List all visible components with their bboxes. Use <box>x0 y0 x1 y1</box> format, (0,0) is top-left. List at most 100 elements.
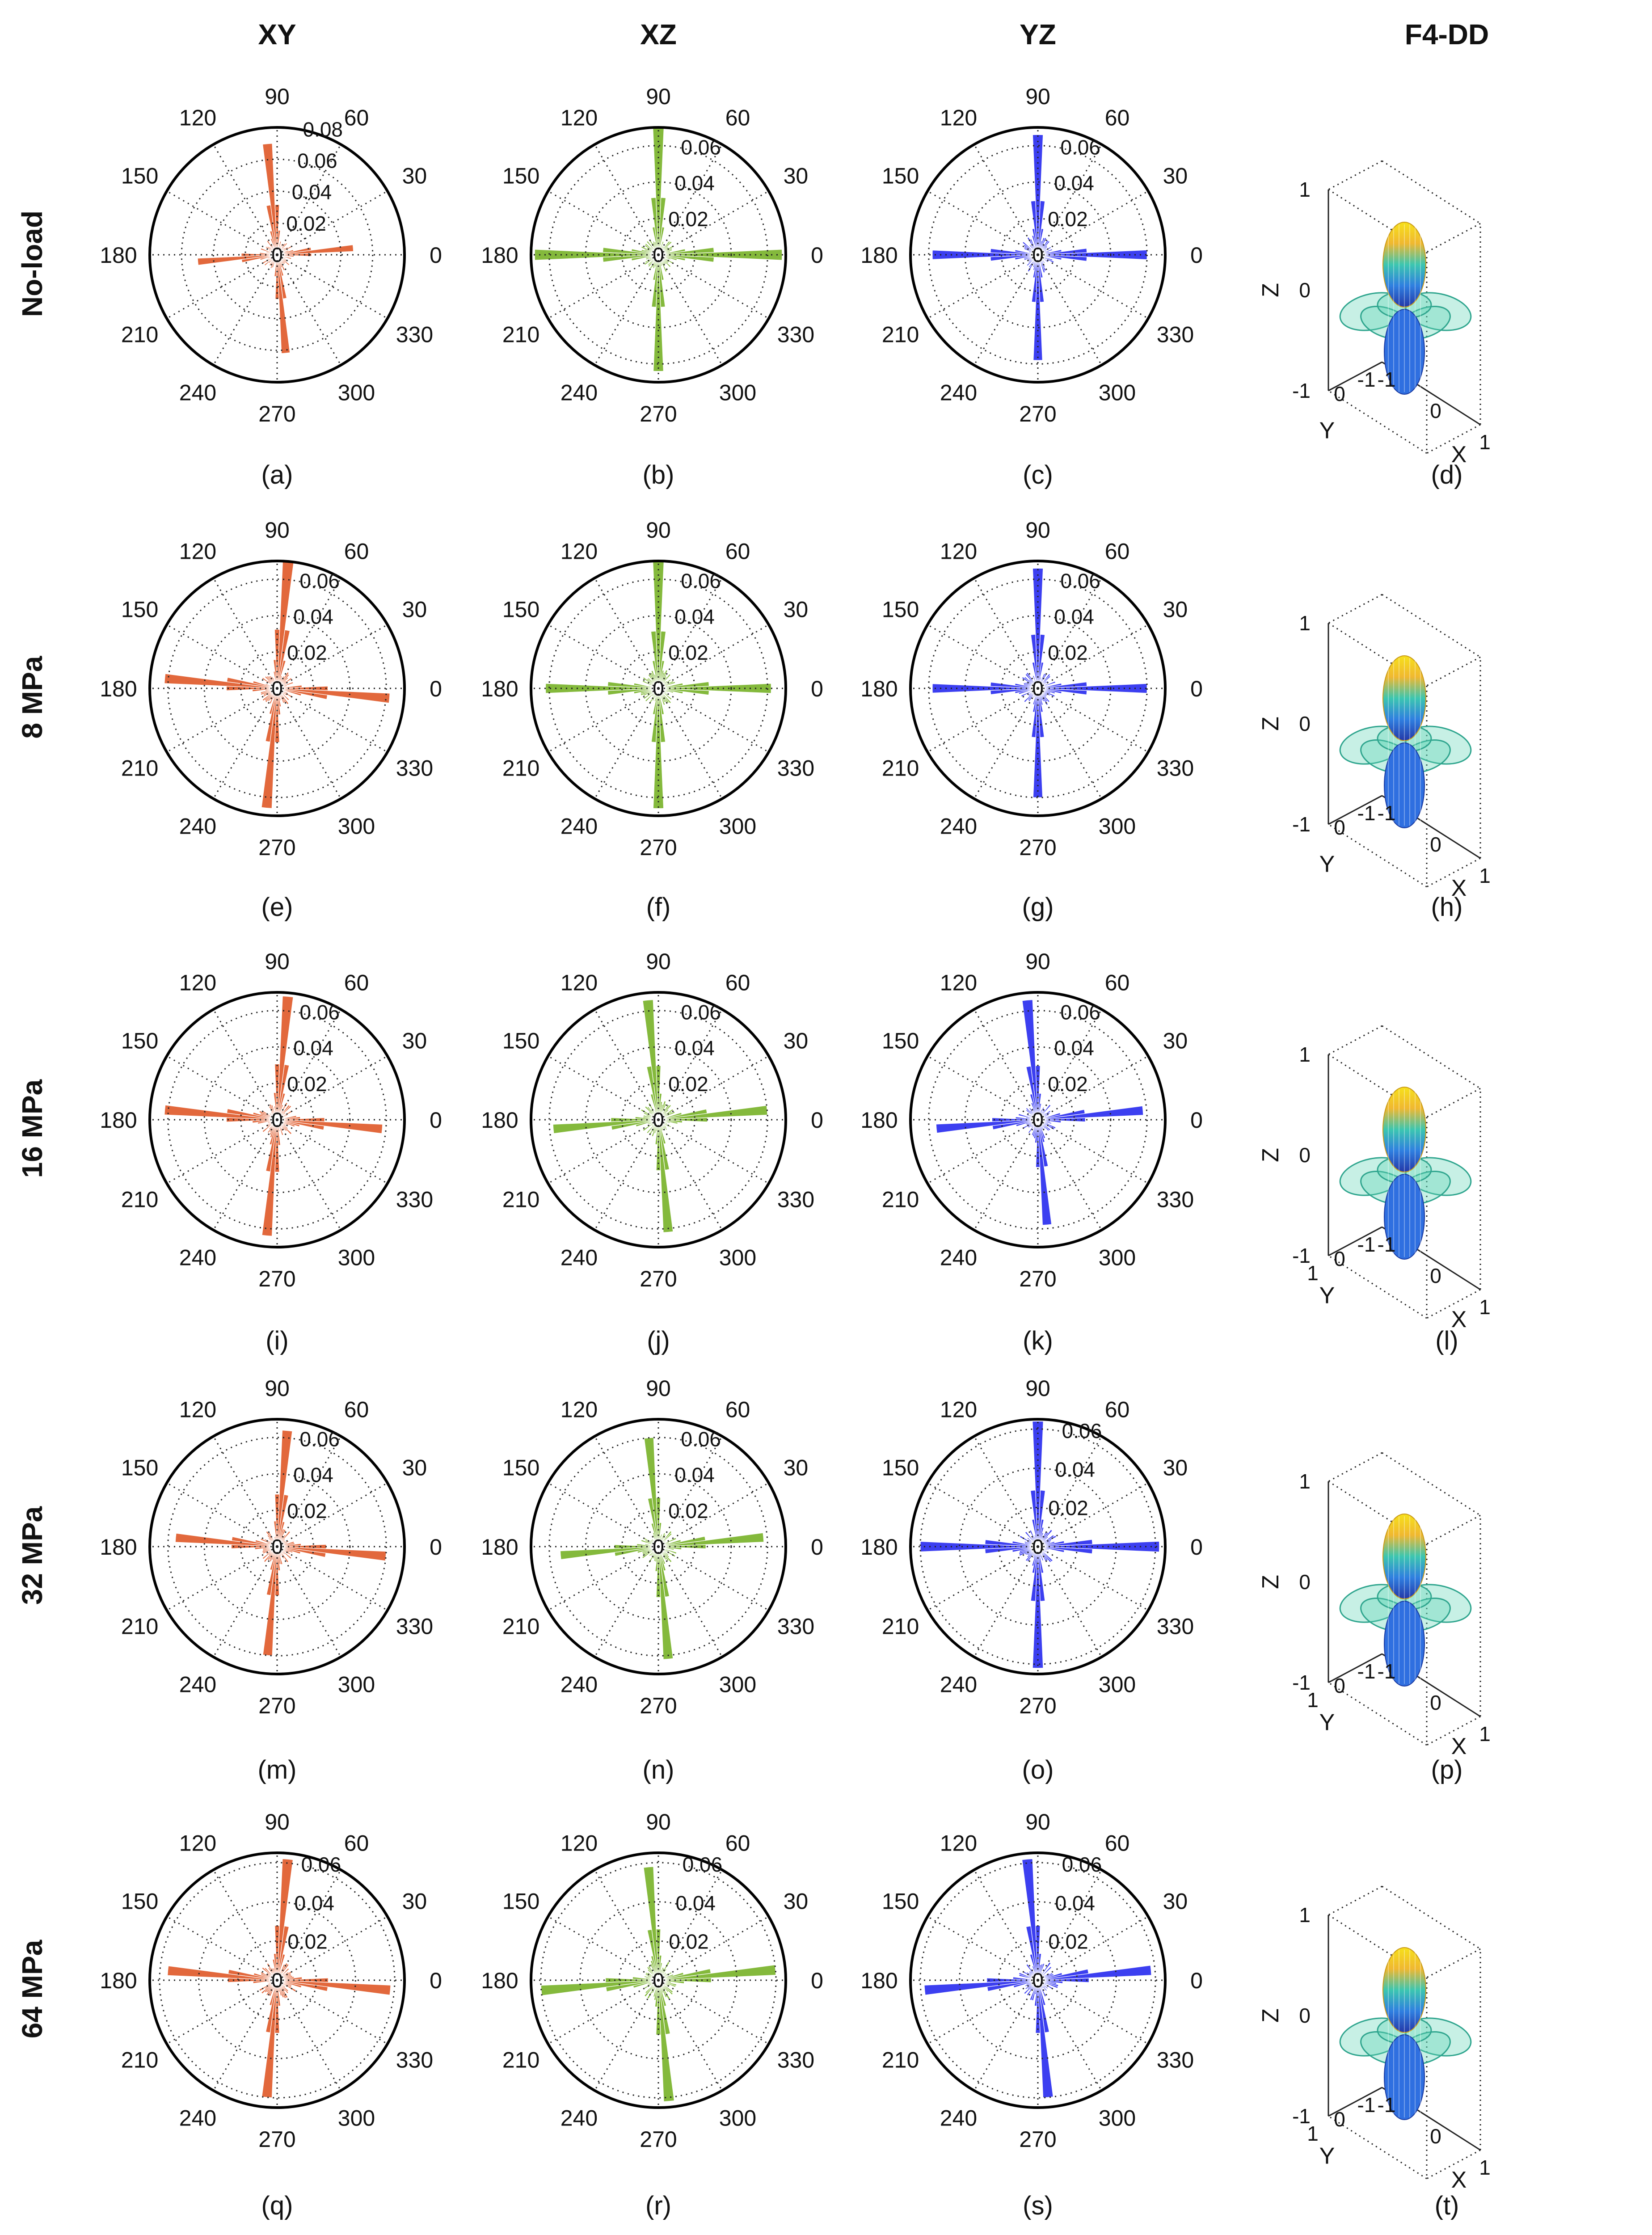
grid-spoke <box>1037 254 1102 366</box>
row-header-16mpa: 16 MPa <box>16 1079 48 1178</box>
histogram-bin <box>260 1538 278 1547</box>
angle-tick-label: 270 <box>640 1693 677 1718</box>
angle-tick-label: 330 <box>777 322 814 347</box>
angle-tick-label: 180 <box>481 1108 518 1133</box>
y-tick-label: -1 <box>1357 2093 1376 2117</box>
histogram-bin <box>1037 1119 1056 1129</box>
angle-tick-label: 60 <box>725 105 750 131</box>
angle-tick-label: 30 <box>402 1029 427 1054</box>
angle-tick-label: 210 <box>882 756 919 781</box>
grid-spoke <box>548 1916 659 1981</box>
grid-circle <box>240 651 314 725</box>
y-tick-label: 0 <box>1334 382 1345 405</box>
x-tick-label: 0 <box>1430 833 1441 856</box>
histogram-bin <box>652 254 659 269</box>
x-axis-label: X <box>1451 1307 1467 1333</box>
box-edge <box>1328 160 1382 190</box>
grid-circle <box>203 615 351 762</box>
histogram-bin <box>1037 237 1045 255</box>
radial-tick-label: 0.02 <box>669 1930 709 1953</box>
histogram-bin <box>651 1119 659 1137</box>
histogram-bin <box>653 254 664 372</box>
angle-tick-label: 90 <box>265 84 290 109</box>
grid-circle <box>585 181 732 329</box>
polar-svg: 0 30 60 90 120 150 180 210 240 270 300 330 0.02 0.04 0… <box>860 1809 1203 2152</box>
angle-tick-label: 120 <box>560 1831 598 1856</box>
histogram-bins <box>197 143 354 354</box>
grid-spoke <box>927 190 1038 256</box>
radial-tick-label: 0.04 <box>293 1463 333 1487</box>
outer-circle <box>909 126 1167 384</box>
grid-spoke <box>277 254 388 319</box>
histogram-bin <box>658 1119 683 1123</box>
radial-tick-label: 0.02 <box>286 212 326 235</box>
angle-tick-label: 30 <box>402 164 427 189</box>
grid-spoke <box>213 1009 278 1120</box>
angle-tick-label: 180 <box>860 676 898 701</box>
grid-circle <box>548 1437 768 1657</box>
polar-chart-n: 0 30 60 90 120 150 180 210 240 270 300 330 0.02 0.04 0… <box>457 1345 860 1748</box>
histogram-bins <box>552 999 768 1233</box>
angle-tick-label: 60 <box>725 1397 750 1422</box>
x-tick-label: 1 <box>1479 1295 1491 1319</box>
f4dd-surface <box>1339 1087 1472 1260</box>
histogram-bin <box>1037 1980 1059 1987</box>
histogram-bin <box>277 254 295 257</box>
panel-label: (o) <box>1022 1755 1054 1784</box>
grid-spoke <box>927 1546 1038 1611</box>
z-tick-label: 1 <box>1299 1043 1311 1066</box>
angle-tick-label: 240 <box>560 814 598 839</box>
radial-tick-label: 0.04 <box>293 605 333 628</box>
radial-tick-label: 0.04 <box>674 172 715 195</box>
histogram-bin <box>658 1980 677 1986</box>
angle-tick-label: 210 <box>121 756 158 781</box>
angle-tick-label: 30 <box>1163 1455 1188 1480</box>
angle-tick-label: 210 <box>121 2048 158 2073</box>
histogram-bin <box>261 1980 278 2098</box>
angle-tick-label: 120 <box>940 1397 977 1422</box>
angle-tick-label: 150 <box>121 1889 158 1914</box>
panel-label: (s) <box>1023 2191 1053 2220</box>
polar-chart-j: 0 30 60 90 120 150 180 210 240 270 300 330 0.02 0.04 0… <box>457 919 860 1321</box>
x-tick-label: 1 <box>1479 430 1491 454</box>
angle-tick-label: 270 <box>1019 2127 1056 2152</box>
panel-label: (g) <box>1022 893 1054 922</box>
angle-tick-label: 240 <box>940 814 977 839</box>
histogram-bin <box>932 250 1038 260</box>
angle-tick-label: 300 <box>1099 380 1136 405</box>
histogram-bin <box>653 1119 659 1134</box>
polar-chart-g: 0 30 60 90 120 150 180 210 240 270 300 330 0.02 0.04 0… <box>837 487 1239 890</box>
histogram-bin <box>1037 237 1047 255</box>
radial-tick-label: 0.02 <box>668 207 708 231</box>
histogram-bin <box>277 1980 391 1995</box>
grid-spoke <box>1037 144 1102 255</box>
angle-tick-label: 210 <box>121 322 158 347</box>
histogram-bin <box>277 1102 288 1120</box>
grid-spoke <box>166 687 278 753</box>
polar-chart-f: 0 30 60 90 120 150 180 210 240 270 300 330 0.02 0.04 0… <box>457 487 860 890</box>
histogram-bin <box>1021 676 1038 689</box>
surface-chart-h: -1 0 1 -1 0 1 -1 0 Z X Y <box>1246 510 1648 901</box>
histogram-bin <box>274 1494 280 1547</box>
y-axis-line <box>1328 1653 1382 1683</box>
histogram-bins <box>534 127 783 372</box>
grid-circle <box>548 145 768 365</box>
angle-tick-label: 180 <box>100 676 137 701</box>
grid-spoke <box>166 1119 278 1184</box>
outer-circle <box>148 1851 406 2109</box>
outer-circle <box>909 991 1167 1248</box>
histogram-bin <box>642 680 659 689</box>
radial-tick-label: 0.08 <box>303 118 343 141</box>
polar-chart-i: 0 30 60 90 120 150 180 210 240 270 300 330 0.02 0.04 0… <box>76 919 478 1321</box>
angle-tick-label: 270 <box>258 835 295 860</box>
outer-circle <box>909 1851 1167 2109</box>
grid-spoke <box>166 1546 278 1611</box>
angle-tick-label: 300 <box>719 1672 756 1697</box>
angle-tick-label: 60 <box>344 1397 369 1422</box>
angle-tick-label: 120 <box>179 1397 216 1422</box>
radial-tick-label: 0.02 <box>668 1072 708 1096</box>
angle-tick-label: 240 <box>940 380 977 405</box>
angle-tick-label: 300 <box>1099 814 1136 839</box>
polar-chart-m: 0 30 60 90 120 150 180 210 240 270 300 330 0.02 0.04 0… <box>76 1345 478 1748</box>
surface-chart-d: -1 0 1 -1 0 1 -1 0 Z X Y <box>1246 76 1648 468</box>
